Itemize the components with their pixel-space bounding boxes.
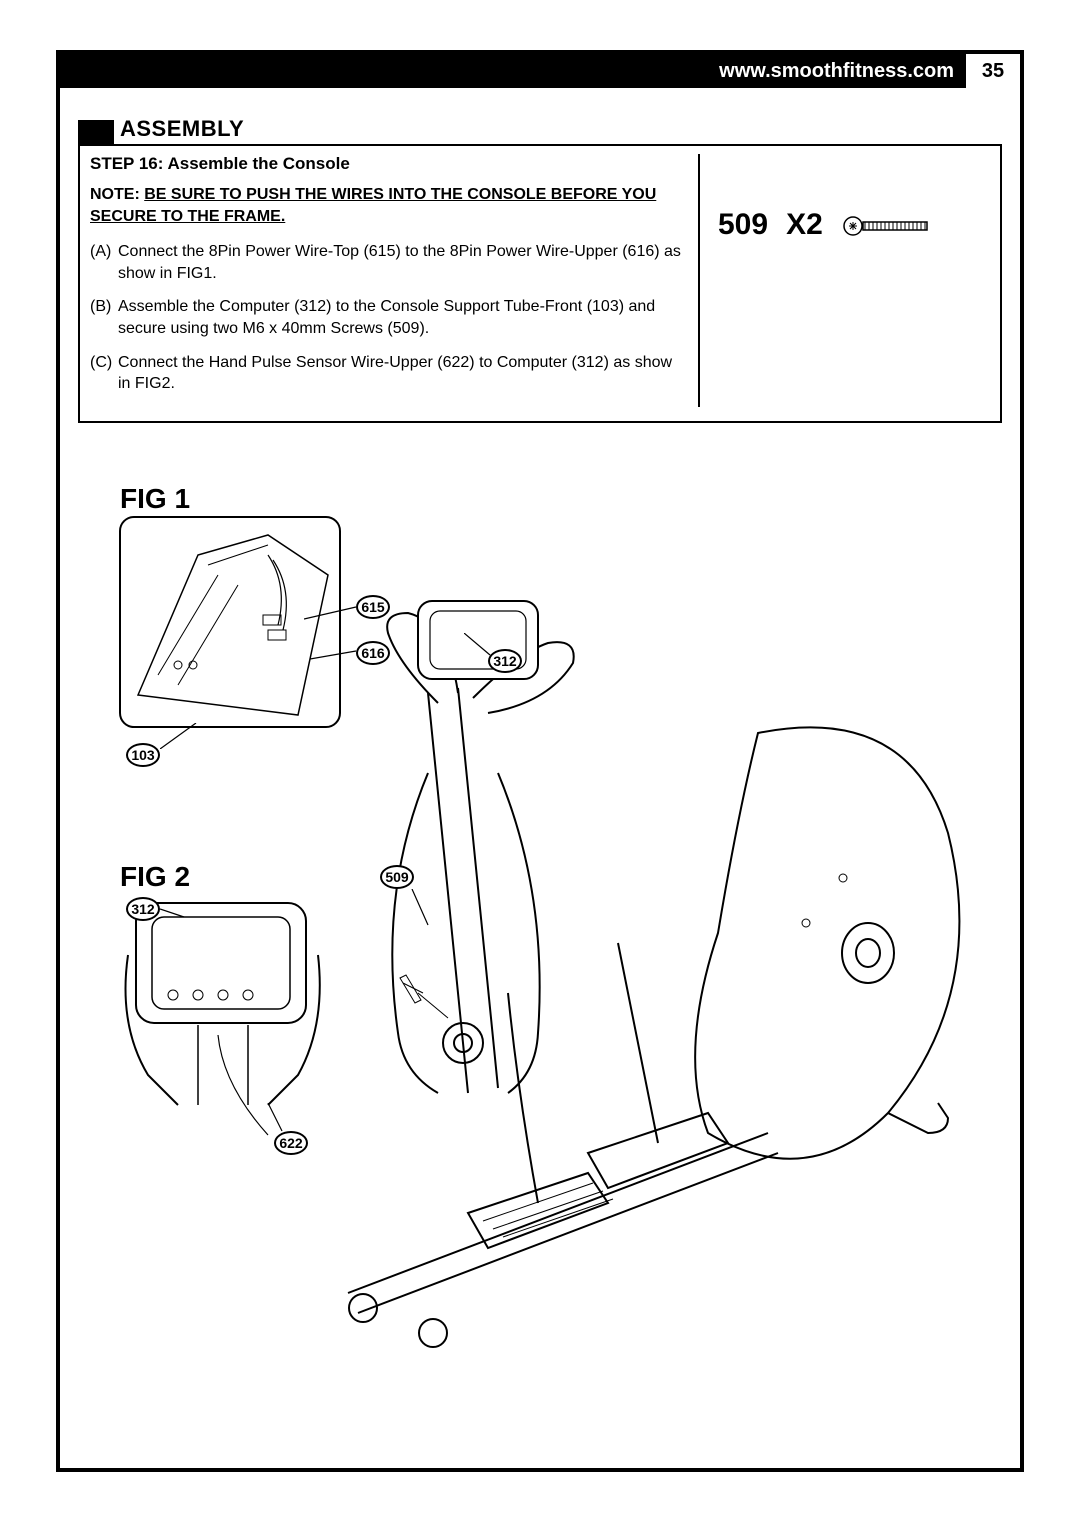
leader-line <box>464 633 494 657</box>
header-url-text: www.smoothfitness.com <box>719 60 954 83</box>
note-line: NOTE: BE SURE TO PUSH THE WIRES INTO THE… <box>90 184 686 227</box>
callout-615: 615 <box>356 595 390 619</box>
instruction-text: Connect the Hand Pulse Sensor Wire-Upper… <box>118 352 686 395</box>
section-title: ASSEMBLY <box>120 116 244 144</box>
page-number: 35 <box>966 54 1020 88</box>
header-bar: www.smoothfitness.com 35 <box>60 54 1020 88</box>
instruction-item: (A) Connect the 8Pin Power Wire-Top (615… <box>90 241 686 284</box>
instruction-label: (B) <box>90 296 118 339</box>
note-underlined: BE SURE TO PUSH THE WIRES INTO THE CONSO… <box>90 186 656 225</box>
leader-line <box>310 649 360 663</box>
page-border: www.smoothfitness.com 35 ASSEMBLY STEP 1… <box>56 50 1024 1472</box>
hardware-part-number: 509 <box>718 208 768 242</box>
instruction-item: (C) Connect the Hand Pulse Sensor Wire-U… <box>90 352 686 395</box>
callout-509: 509 <box>380 865 414 889</box>
callout-103: 103 <box>126 743 160 767</box>
leader-line <box>264 1103 288 1135</box>
leader-line <box>160 723 200 749</box>
fig1-label: FIG 1 <box>120 483 190 515</box>
instruction-text: Connect the 8Pin Power Wire-Top (615) to… <box>118 241 686 284</box>
leader-line <box>160 907 188 921</box>
note-prefix: NOTE: <box>90 186 144 203</box>
header-url: www.smoothfitness.com <box>707 54 966 88</box>
callout-312-fig2: 312 <box>126 897 160 921</box>
hardware-column: 509 X2 <box>698 154 990 407</box>
fig2-label: FIG 2 <box>120 861 190 893</box>
instruction-item: (B) Assemble the Computer (312) to the C… <box>90 296 686 339</box>
instruction-text-column: STEP 16: Assemble the Console NOTE: BE S… <box>90 154 698 407</box>
screw-icon <box>843 214 933 238</box>
leader-line <box>304 605 360 625</box>
instruction-block: STEP 16: Assemble the Console NOTE: BE S… <box>78 146 1002 423</box>
page: www.smoothfitness.com 35 ASSEMBLY STEP 1… <box>0 0 1080 1528</box>
step-label: STEP 16: Assemble the Console <box>90 154 686 174</box>
instruction-label: (C) <box>90 352 118 395</box>
header-fill <box>60 54 707 88</box>
section-chip <box>78 120 114 144</box>
content: ASSEMBLY STEP 16: Assemble the Console N… <box>60 116 1020 423</box>
instruction-text: Assemble the Computer (312) to the Conso… <box>118 296 686 339</box>
main-diagram <box>288 573 988 1363</box>
callout-616: 616 <box>356 641 390 665</box>
instruction-label: (A) <box>90 241 118 284</box>
leader-line <box>404 889 434 929</box>
hardware-quantity: X2 <box>786 208 823 242</box>
section-title-row: ASSEMBLY <box>78 116 1002 146</box>
